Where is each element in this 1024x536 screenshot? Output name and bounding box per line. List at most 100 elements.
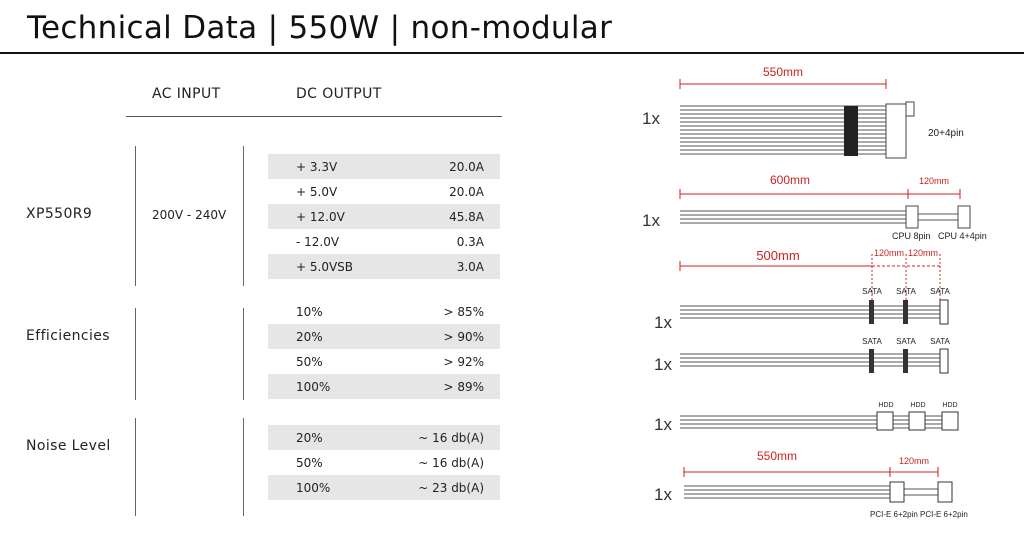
header-divider bbox=[126, 116, 502, 117]
sata-connector-label: SATA bbox=[896, 287, 916, 296]
sata-connector-label: SATA bbox=[930, 287, 950, 296]
hdd-connector-label: HDD bbox=[910, 402, 925, 409]
hdd-connector-icon bbox=[908, 411, 926, 431]
cpu-4plus4-label: CPU 4+4pin bbox=[938, 231, 987, 241]
table-row: + 12.0V 45.8A bbox=[268, 204, 500, 229]
vertical-divider bbox=[135, 418, 136, 516]
table-row: 100% > 89% bbox=[268, 374, 500, 399]
dc-output-table: + 3.3V 20.0A + 5.0V 20.0A + 12.0V 45.8A - 1… bbox=[268, 154, 500, 279]
load-label: 10% bbox=[296, 304, 323, 319]
sata-connector-label: SATA bbox=[862, 287, 882, 296]
rail-value: 20.0A bbox=[449, 159, 484, 174]
load-label: 50% bbox=[296, 455, 323, 470]
table-row: + 5.0V 20.0A bbox=[268, 179, 500, 204]
sata-connector-label: SATA bbox=[862, 337, 882, 346]
table-row: 20% ~ 16 db(A) bbox=[268, 425, 500, 450]
page-title: Technical Data | 550W | non-modular bbox=[27, 10, 613, 46]
sata-extension-label: 120mm bbox=[908, 248, 938, 258]
efficiency-value: > 92% bbox=[443, 354, 484, 369]
noise-level-label: Noise Level bbox=[26, 438, 111, 454]
atx-cable-diagram: 550mm 1x 20+4pin bbox=[642, 65, 964, 159]
efficiencies-label: Efficiencies bbox=[26, 328, 110, 344]
cpu-count-label: 1x bbox=[642, 211, 660, 230]
vertical-divider bbox=[243, 418, 244, 516]
rail-value: 45.8A bbox=[449, 209, 484, 224]
cable-diagram: 550mm 1x 20+4pin 600mm 120mm 1x CPU 8pin bbox=[642, 65, 987, 519]
title-divider bbox=[0, 52, 1024, 54]
rail-value: 3.0A bbox=[456, 259, 484, 274]
pcie-connector-label: PCI-E 6+2pin bbox=[920, 510, 968, 519]
table-row: 100% ~ 23 db(A) bbox=[268, 475, 500, 500]
pcie-connector-label: PCI-E 6+2pin bbox=[870, 510, 918, 519]
pcie-length-label: 550mm bbox=[757, 449, 797, 463]
sata-connector-icon bbox=[939, 299, 949, 325]
rail-label: - 12.0V bbox=[296, 234, 340, 249]
pcie-count-label: 1x bbox=[654, 485, 672, 504]
load-label: 20% bbox=[296, 329, 323, 344]
noise-value: ~ 23 db(A) bbox=[418, 480, 484, 495]
vertical-divider bbox=[243, 146, 244, 286]
pcie-connector-icon bbox=[937, 481, 953, 503]
rail-label: + 3.3V bbox=[296, 159, 338, 174]
pcie-cable-diagram: 550mm 120mm 1x PCI-E 6+2pin PCI-E 6+2pin bbox=[654, 449, 968, 519]
efficiency-table: 10% > 85% 20% > 90% 50% > 92% 100% > 89% bbox=[268, 299, 500, 399]
cpu-4plus4-connector-icon bbox=[957, 205, 971, 229]
hdd-connector-label: HDD bbox=[878, 402, 893, 409]
atx-connector-icon bbox=[885, 103, 907, 159]
ac-input-header: AC INPUT bbox=[152, 86, 221, 102]
sata-connector-label: SATA bbox=[896, 337, 916, 346]
sata-extension-label: 120mm bbox=[874, 248, 904, 258]
table-row: - 12.0V 0.3A bbox=[268, 229, 500, 254]
cpu-cable-diagram: 600mm 120mm 1x CPU 8pin CPU 4+4pin bbox=[642, 173, 987, 241]
load-label: 100% bbox=[296, 480, 331, 495]
sata-connector-icon bbox=[869, 300, 874, 324]
atx-count-label: 1x bbox=[642, 109, 660, 128]
rail-value: 0.3A bbox=[456, 234, 484, 249]
sata-cable-diagram: 500mm 120mm 120mm SATA SATA SATA 1x bbox=[654, 248, 951, 332]
model-label: XP550R9 bbox=[26, 206, 93, 222]
hdd-count-label: 1x bbox=[654, 415, 672, 434]
rail-value: 20.0A bbox=[449, 184, 484, 199]
rail-label: + 12.0V bbox=[296, 209, 345, 224]
hdd-cable-diagram: HDD HDD HDD 1x bbox=[654, 402, 959, 434]
hdd-connector-icon bbox=[941, 411, 959, 431]
vertical-divider bbox=[135, 146, 136, 286]
load-label: 50% bbox=[296, 354, 323, 369]
table-row: 50% > 92% bbox=[268, 349, 500, 374]
sata-count-label: 1x bbox=[654, 313, 672, 332]
table-row: + 5.0VSB 3.0A bbox=[268, 254, 500, 279]
rail-label: + 5.0VSB bbox=[296, 259, 354, 274]
load-label: 20% bbox=[296, 430, 323, 445]
atx-length-label: 550mm bbox=[763, 65, 803, 79]
cpu-8pin-label: CPU 8pin bbox=[892, 231, 931, 241]
sata-connector-icon bbox=[869, 349, 874, 373]
cpu-8pin-connector-icon bbox=[905, 205, 919, 229]
noise-table: 20% ~ 16 db(A) 50% ~ 16 db(A) 100% ~ 23 db(… bbox=[268, 425, 500, 500]
vertical-divider bbox=[135, 308, 136, 400]
ac-input-value: 200V - 240V bbox=[152, 208, 227, 222]
hdd-connector-label: HDD bbox=[942, 402, 957, 409]
atx-connector-label: 20+4pin bbox=[928, 128, 964, 139]
table-row: 20% > 90% bbox=[268, 324, 500, 349]
table-row: 10% > 85% bbox=[268, 299, 500, 324]
pcie-connector-icon bbox=[889, 481, 905, 503]
noise-value: ~ 16 db(A) bbox=[418, 455, 484, 470]
cpu-extension-label: 120mm bbox=[919, 176, 949, 186]
dc-output-header: DC OUTPUT bbox=[296, 86, 382, 102]
pcie-extension-label: 120mm bbox=[899, 456, 929, 466]
hdd-connector-icon bbox=[876, 411, 894, 431]
cpu-length-label: 600mm bbox=[770, 173, 810, 187]
rail-label: + 5.0V bbox=[296, 184, 338, 199]
table-row: + 3.3V 20.0A bbox=[268, 154, 500, 179]
table-row: 50% ~ 16 db(A) bbox=[268, 450, 500, 475]
sata-connector-icon bbox=[939, 348, 949, 374]
cable-sleeve-clamp bbox=[844, 106, 858, 156]
efficiency-value: > 89% bbox=[443, 379, 484, 394]
load-label: 100% bbox=[296, 379, 331, 394]
sata-cable-diagram: SATA SATA SATA 1x bbox=[654, 337, 951, 374]
noise-value: ~ 16 db(A) bbox=[418, 430, 484, 445]
sata-connector-label: SATA bbox=[930, 337, 950, 346]
sata-connector-icon bbox=[903, 349, 908, 373]
sata-connector-icon bbox=[903, 300, 908, 324]
sata-length-label: 500mm bbox=[756, 248, 799, 263]
